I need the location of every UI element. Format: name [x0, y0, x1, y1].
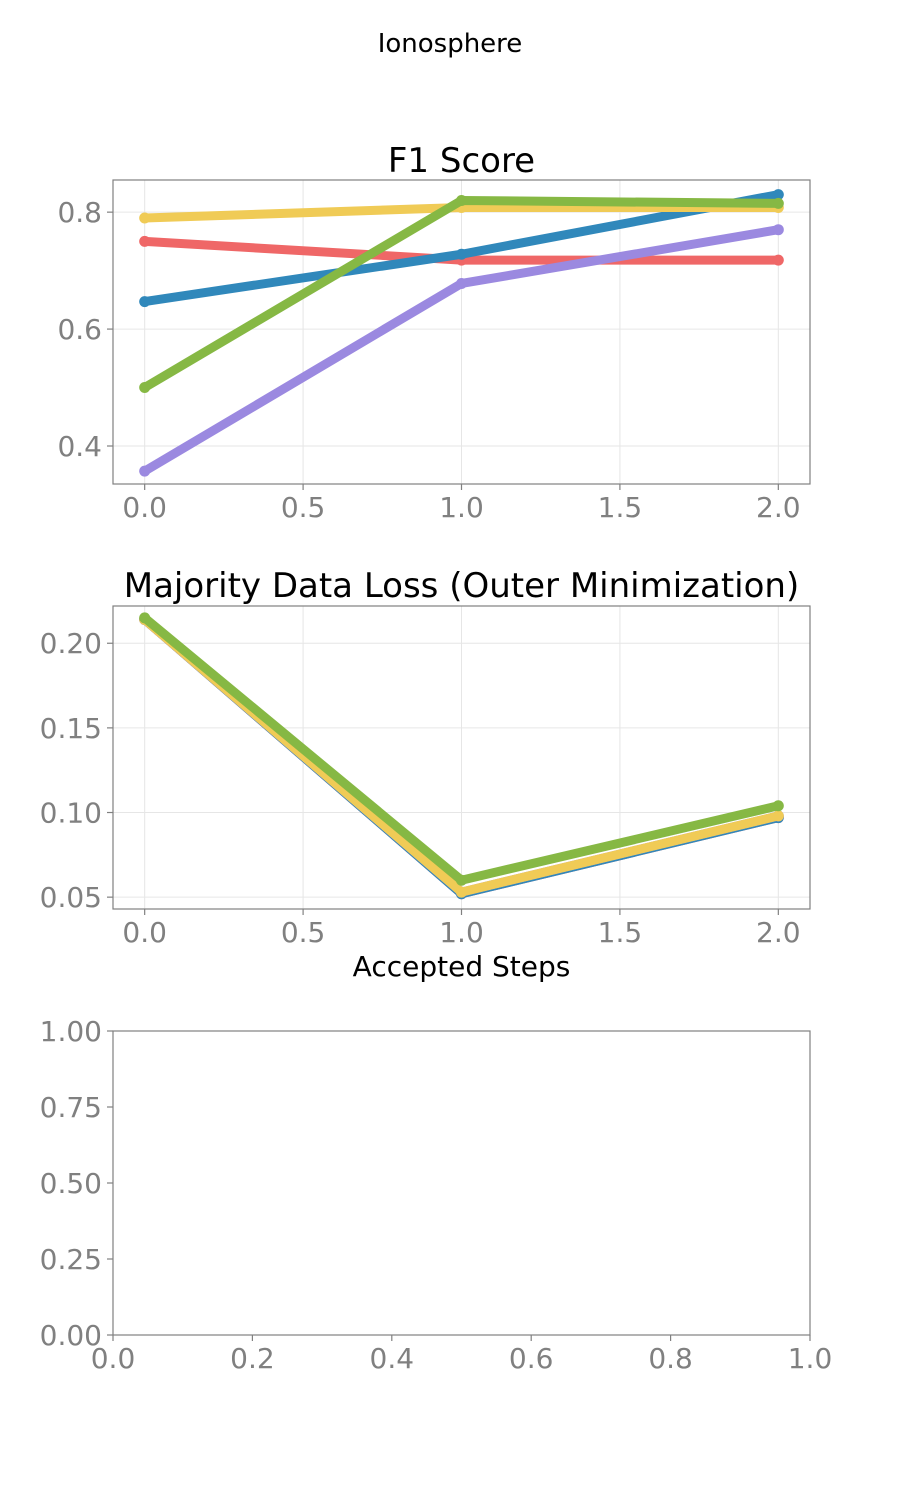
y-tick-label: 1.00	[40, 1015, 102, 1048]
x-tick-label: 0.5	[281, 916, 326, 949]
f1-score-chart: 0.0 0.5 1.0 1.5 2.0 0.4 0.6 0.8 F1 Score	[57, 141, 811, 524]
y-tick-label: 0.75	[40, 1091, 102, 1124]
x-tick-label: 2.0	[756, 491, 801, 524]
y-tick-label: 0.10	[40, 797, 102, 830]
x-tick-label: 0.0	[122, 491, 167, 524]
y-tick-label: 0.8	[57, 196, 102, 229]
x-tick-label: 1.0	[439, 491, 484, 524]
data-point	[139, 235, 151, 247]
figure-suptitle: Ionosphere	[378, 29, 523, 59]
data-point	[456, 874, 467, 886]
y-tick-label: 0.25	[40, 1243, 102, 1276]
y-tick-label: 0.15	[40, 712, 102, 745]
plot-frame	[112, 1030, 811, 1336]
x-tick-label: 0.2	[230, 1342, 275, 1375]
x-tick-label: 0.4	[370, 1342, 415, 1375]
x-axis-label: Accepted Steps	[353, 950, 571, 983]
x-tick-label: 1.5	[598, 916, 643, 949]
data-point	[772, 189, 784, 201]
data-point	[772, 254, 784, 266]
x-tick-label: 2.0	[756, 916, 801, 949]
data-point	[772, 810, 784, 822]
empty-chart: 0.0 0.2 0.4 0.6 0.8 1.0 0.00 0.25 0.50 0.75 1.00	[40, 1015, 833, 1375]
x-tick-label: 0.8	[648, 1342, 693, 1375]
y-tick-label: 0.05	[40, 881, 102, 914]
y-tick-label: 0.4	[57, 430, 102, 463]
x-tick-label: 0.0	[91, 1342, 136, 1375]
data-point	[456, 886, 467, 898]
data-point	[139, 465, 151, 477]
x-tick-label: 1.5	[598, 491, 643, 524]
data-point	[772, 224, 784, 236]
majority-data-loss-chart: 0.0 0.5 1.0 1.5 2.0 0.05 0.10 0.15 0.20 Majority …	[40, 566, 811, 983]
y-tick-label: 0.6	[57, 313, 102, 346]
data-point	[139, 212, 151, 224]
x-tick-label: 0.5	[281, 491, 326, 524]
data-point	[139, 382, 151, 394]
data-point	[772, 197, 784, 209]
chart-title: F1 Score	[388, 141, 535, 181]
x-tick-label: 1.0	[788, 1342, 833, 1375]
data-point	[456, 248, 467, 260]
data-point	[139, 296, 151, 308]
x-tick-label: 0.6	[509, 1342, 554, 1375]
data-point	[772, 800, 784, 812]
y-tick-label: 0.20	[40, 627, 102, 660]
x-tick-label: 1.0	[439, 916, 484, 949]
data-point	[456, 277, 467, 289]
y-tick-label: 0.00	[40, 1319, 102, 1352]
x-tick-label: 0.0	[122, 916, 167, 949]
chart-title: Majority Data Loss (Outer Minimization)	[124, 566, 800, 606]
data-point	[456, 194, 467, 206]
y-tick-label: 0.50	[40, 1167, 102, 1200]
data-point	[139, 612, 151, 624]
